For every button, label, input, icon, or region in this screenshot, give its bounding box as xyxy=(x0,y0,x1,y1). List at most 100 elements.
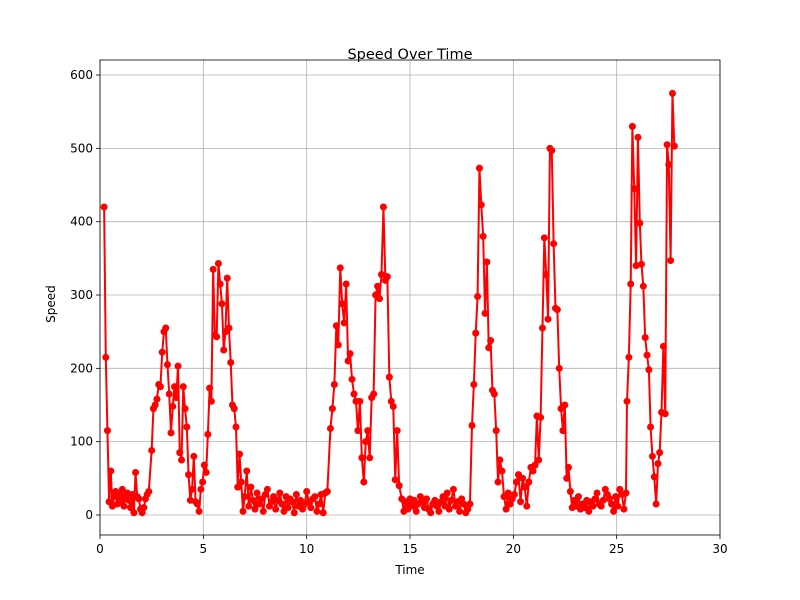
data-point xyxy=(498,467,506,475)
data-point xyxy=(663,141,671,149)
data-point xyxy=(132,468,140,476)
data-point xyxy=(251,505,259,513)
data-point xyxy=(362,438,370,446)
data-point xyxy=(181,405,189,413)
data-point xyxy=(447,496,455,504)
data-point xyxy=(186,496,194,504)
data-point xyxy=(466,500,474,508)
series-line xyxy=(103,93,676,516)
data-point xyxy=(389,402,397,410)
data-point xyxy=(234,483,242,491)
data-point xyxy=(344,357,352,365)
data-point xyxy=(140,504,148,512)
data-point xyxy=(636,219,644,227)
data-point xyxy=(612,493,620,501)
data-point xyxy=(479,232,487,240)
data-point xyxy=(599,496,607,504)
data-point xyxy=(230,405,238,413)
data-point xyxy=(193,500,201,508)
data-point xyxy=(259,507,267,515)
data-point xyxy=(249,496,257,504)
data-point xyxy=(236,450,243,458)
data-point xyxy=(278,500,286,508)
data-point xyxy=(608,500,615,508)
y-tick-label: 500 xyxy=(70,141,93,155)
data-point xyxy=(377,270,385,278)
data-point xyxy=(272,505,280,513)
data-point xyxy=(315,500,323,508)
data-point xyxy=(163,361,171,369)
data-point xyxy=(665,160,673,168)
data-point xyxy=(358,454,366,462)
y-tick-label: 600 xyxy=(70,68,93,82)
data-point xyxy=(468,422,476,430)
data-point xyxy=(529,467,537,475)
y-axis-label: Speed xyxy=(44,285,58,323)
data-point xyxy=(348,375,356,383)
data-point xyxy=(342,280,350,288)
data-point xyxy=(470,380,478,388)
data-point xyxy=(156,383,164,391)
data-point xyxy=(477,201,485,209)
data-point xyxy=(632,262,640,270)
data-point xyxy=(460,500,468,508)
data-point xyxy=(393,427,401,435)
x-tick-label: 15 xyxy=(402,542,417,556)
data-point xyxy=(247,483,255,491)
data-point xyxy=(366,454,374,462)
data-point xyxy=(512,478,520,486)
data-point xyxy=(445,505,453,513)
data-point xyxy=(292,490,300,498)
data-point xyxy=(620,505,628,513)
data-point xyxy=(630,185,638,193)
grid xyxy=(99,60,721,535)
data-point xyxy=(257,495,265,503)
data-point xyxy=(492,427,500,435)
data-point xyxy=(519,474,527,482)
data-point xyxy=(107,467,115,475)
data-point xyxy=(162,324,170,332)
data-point xyxy=(391,476,399,484)
data-point xyxy=(190,452,198,460)
data-point xyxy=(103,427,111,435)
x-axis-label: Time xyxy=(394,563,424,577)
data-point xyxy=(610,507,618,515)
x-tick-label: 30 xyxy=(712,542,727,556)
data-point xyxy=(199,478,207,486)
data-point xyxy=(179,383,187,391)
data-point xyxy=(656,449,664,457)
data-point xyxy=(174,362,182,370)
data-point xyxy=(376,295,384,303)
data-point xyxy=(537,413,545,421)
data-point xyxy=(332,322,340,330)
data-point xyxy=(544,315,552,323)
data-point xyxy=(328,405,336,413)
data-point xyxy=(550,240,558,248)
data-point xyxy=(648,452,656,460)
data-point xyxy=(395,482,403,490)
data-point xyxy=(670,142,678,150)
data-point xyxy=(307,504,315,512)
data-point xyxy=(158,348,166,356)
data-point xyxy=(354,427,362,435)
data-point xyxy=(151,401,159,409)
data-point xyxy=(423,495,431,503)
data-point xyxy=(431,496,439,504)
data-point xyxy=(237,478,245,486)
data-point xyxy=(510,490,518,498)
data-point xyxy=(474,292,482,300)
data-point xyxy=(225,324,233,332)
data-point xyxy=(379,203,387,211)
data-point xyxy=(548,147,556,155)
y-tick-label: 100 xyxy=(70,435,93,449)
y-tick-label: 400 xyxy=(70,215,93,229)
data-point xyxy=(165,390,173,398)
data-point xyxy=(412,507,420,515)
data-point xyxy=(641,334,649,342)
data-point xyxy=(487,336,495,344)
data-point xyxy=(475,164,483,172)
data-point xyxy=(435,507,443,515)
data-point xyxy=(176,449,184,457)
data-point xyxy=(494,478,502,486)
data-point xyxy=(115,490,123,498)
